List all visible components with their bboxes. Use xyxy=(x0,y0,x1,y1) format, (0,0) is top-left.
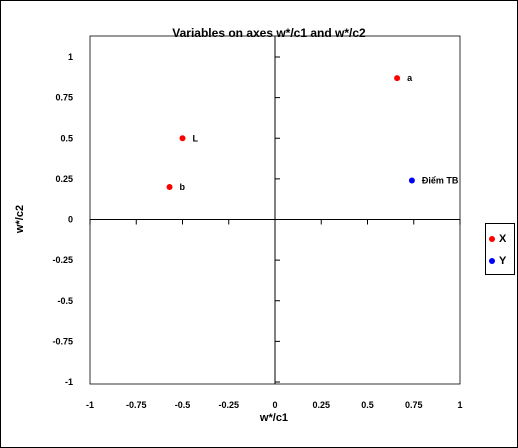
data-point-label: b xyxy=(180,182,186,192)
legend-item-y: Y xyxy=(489,254,506,268)
chart-title: Variables on axes w*/c1 and w*/c2 xyxy=(172,26,366,40)
y-tick-label: 0.75 xyxy=(55,93,73,103)
legend-marker-y xyxy=(489,258,495,264)
data-point xyxy=(166,184,173,190)
data-point xyxy=(408,177,415,184)
data-point xyxy=(394,75,401,82)
y-tick-label: -0.75 xyxy=(52,336,73,346)
axes-group: -1 -0.75 -0.5 -0.25 0 0.25 0.5 0.75 1 1 0.75 0.5 0.2… xyxy=(52,36,463,410)
x-tick-label: 0.75 xyxy=(405,400,423,410)
y-tick-label: -1 xyxy=(65,377,73,387)
x-axis-title: w*/c1 xyxy=(259,412,288,424)
legend-label-y: Y xyxy=(499,255,507,267)
data-point-label: Điểm TB xyxy=(422,176,459,186)
y-tick-label: 0.5 xyxy=(60,133,73,143)
data-point-label: a xyxy=(407,73,413,83)
y-tick-label: 0 xyxy=(68,215,73,225)
x-tick-label: 1 xyxy=(457,400,462,410)
y-tick-label: 0.25 xyxy=(55,174,73,184)
legend-item-x: X xyxy=(489,232,506,246)
legend: X Y xyxy=(485,223,515,275)
y-tick-label: 1 xyxy=(68,52,73,62)
x-tick-label: 0.25 xyxy=(312,400,330,410)
data-point xyxy=(179,135,186,142)
x-tick-label: 0.5 xyxy=(361,400,374,410)
y-axis-title: w*/c2 xyxy=(14,205,26,234)
y-tick-label: -0.5 xyxy=(57,296,73,306)
x-tick-label: 0 xyxy=(272,400,277,410)
x-tick-label: -1 xyxy=(86,400,94,410)
legend-marker-x xyxy=(489,236,495,242)
points-group: a Lb Điểm TB xyxy=(166,73,459,192)
x-tick-label: -0.5 xyxy=(175,400,191,410)
y-tick-label: -0.25 xyxy=(52,255,73,265)
legend-label-x: X xyxy=(499,233,507,245)
x-tick-label: -0.75 xyxy=(126,400,147,410)
x-tick-label: -0.25 xyxy=(218,400,239,410)
data-point-label: L xyxy=(193,133,199,143)
